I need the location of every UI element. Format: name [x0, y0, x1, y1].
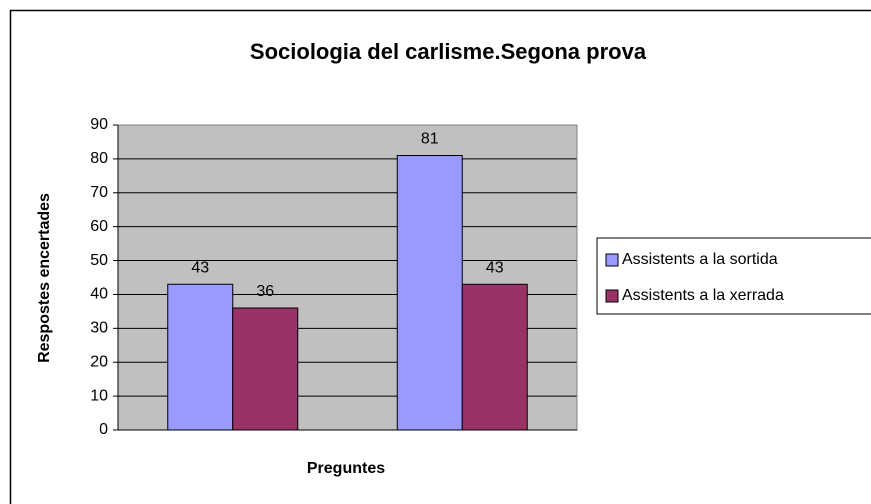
data-label: 81	[421, 131, 439, 148]
legend-swatch	[605, 289, 619, 303]
legend-label: Assistents a la xerrada	[622, 287, 784, 304]
y-tick-label: 30	[90, 320, 108, 337]
y-tick-label: 20	[90, 353, 108, 370]
y-tick-label: 80	[90, 150, 108, 167]
bar	[461, 283, 528, 431]
bar	[396, 155, 463, 431]
y-tick-label: 50	[90, 252, 108, 269]
y-tick-label: 10	[90, 387, 108, 404]
y-tick-label: 40	[90, 286, 108, 303]
legend-box	[596, 237, 871, 315]
bar	[232, 307, 299, 431]
data-label: 43	[191, 259, 209, 276]
data-label: 43	[486, 259, 504, 276]
x-axis-label: Preguntes	[307, 460, 385, 477]
data-label: 36	[256, 283, 274, 300]
y-tick-label: 90	[90, 116, 108, 133]
legend-label: Assistents a la sortida	[622, 251, 778, 268]
y-axis-label: Respostes encertades	[36, 193, 53, 363]
y-tick-label: 60	[90, 218, 108, 235]
bar	[167, 283, 234, 431]
legend-swatch	[605, 253, 619, 267]
y-tick-label: 0	[99, 421, 108, 438]
chart-title: Sociologia del carlisme.Segona prova	[250, 39, 647, 64]
y-tick-label: 70	[90, 184, 108, 201]
